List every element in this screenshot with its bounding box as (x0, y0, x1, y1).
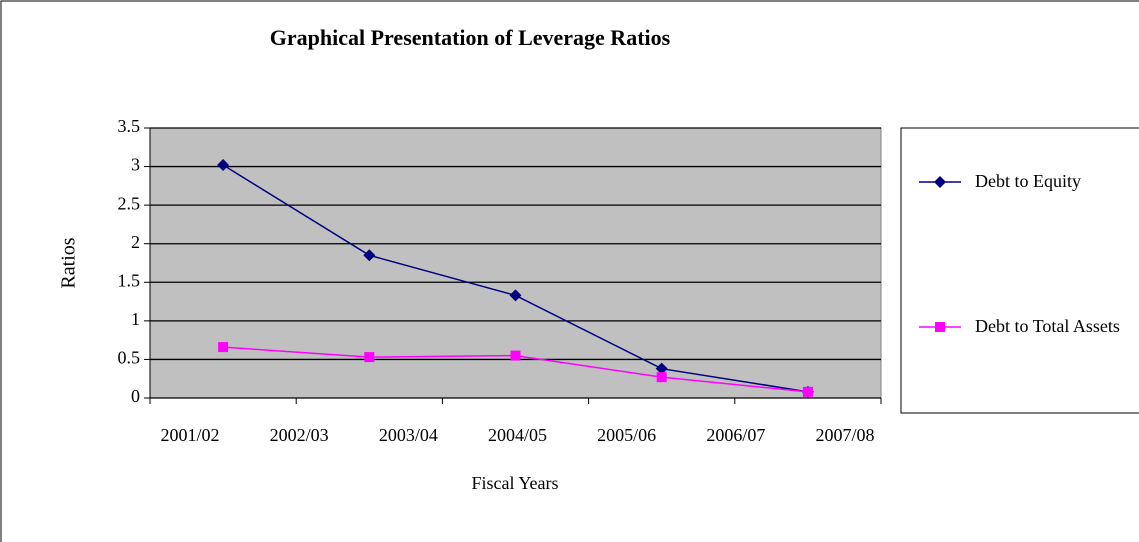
point (935, 322, 945, 332)
x-axis-title: Fiscal Years (471, 473, 558, 493)
x-tick-label: 2006/07 (706, 425, 765, 445)
y-tick-label: 3 (131, 155, 140, 175)
x-tick-label: 2005/06 (597, 425, 656, 445)
y-tick-label: 1 (131, 309, 140, 329)
x-tick-label: 2007/08 (815, 425, 874, 445)
point (364, 352, 375, 363)
legend-label-box: Debt to Equity (975, 171, 1081, 191)
point (363, 249, 376, 262)
y-tick-label: 0.5 (118, 348, 141, 368)
point (655, 362, 668, 375)
y-tick-label: 2.5 (118, 193, 141, 213)
y-axis-title: Ratios (58, 237, 80, 288)
legend-label-box: Debt to Total Assets (975, 316, 1120, 336)
chart-title: Graphical Presentation of Leverage Ratio… (270, 25, 671, 50)
point (656, 372, 667, 383)
legend-box (900, 127, 1139, 414)
point (802, 386, 813, 397)
x-tick-label: 2002/03 (270, 425, 329, 445)
x-tick-label: 2004/05 (488, 425, 547, 445)
point (218, 342, 229, 353)
x-tick-label: 2001/02 (160, 425, 219, 445)
y-tick-label: 3.5 (118, 116, 141, 136)
point (510, 350, 521, 361)
legend-label: Debt to Total Assets (975, 316, 1120, 336)
point (217, 159, 230, 172)
y-tick-label: 2 (131, 232, 140, 252)
point (509, 289, 522, 302)
y-tick-label: 0 (131, 386, 140, 406)
y-tick-label: 1.5 (118, 270, 141, 290)
legend-label: Debt to Equity (975, 171, 1081, 191)
point (934, 176, 946, 188)
x-tick-label: 2003/04 (379, 425, 438, 445)
